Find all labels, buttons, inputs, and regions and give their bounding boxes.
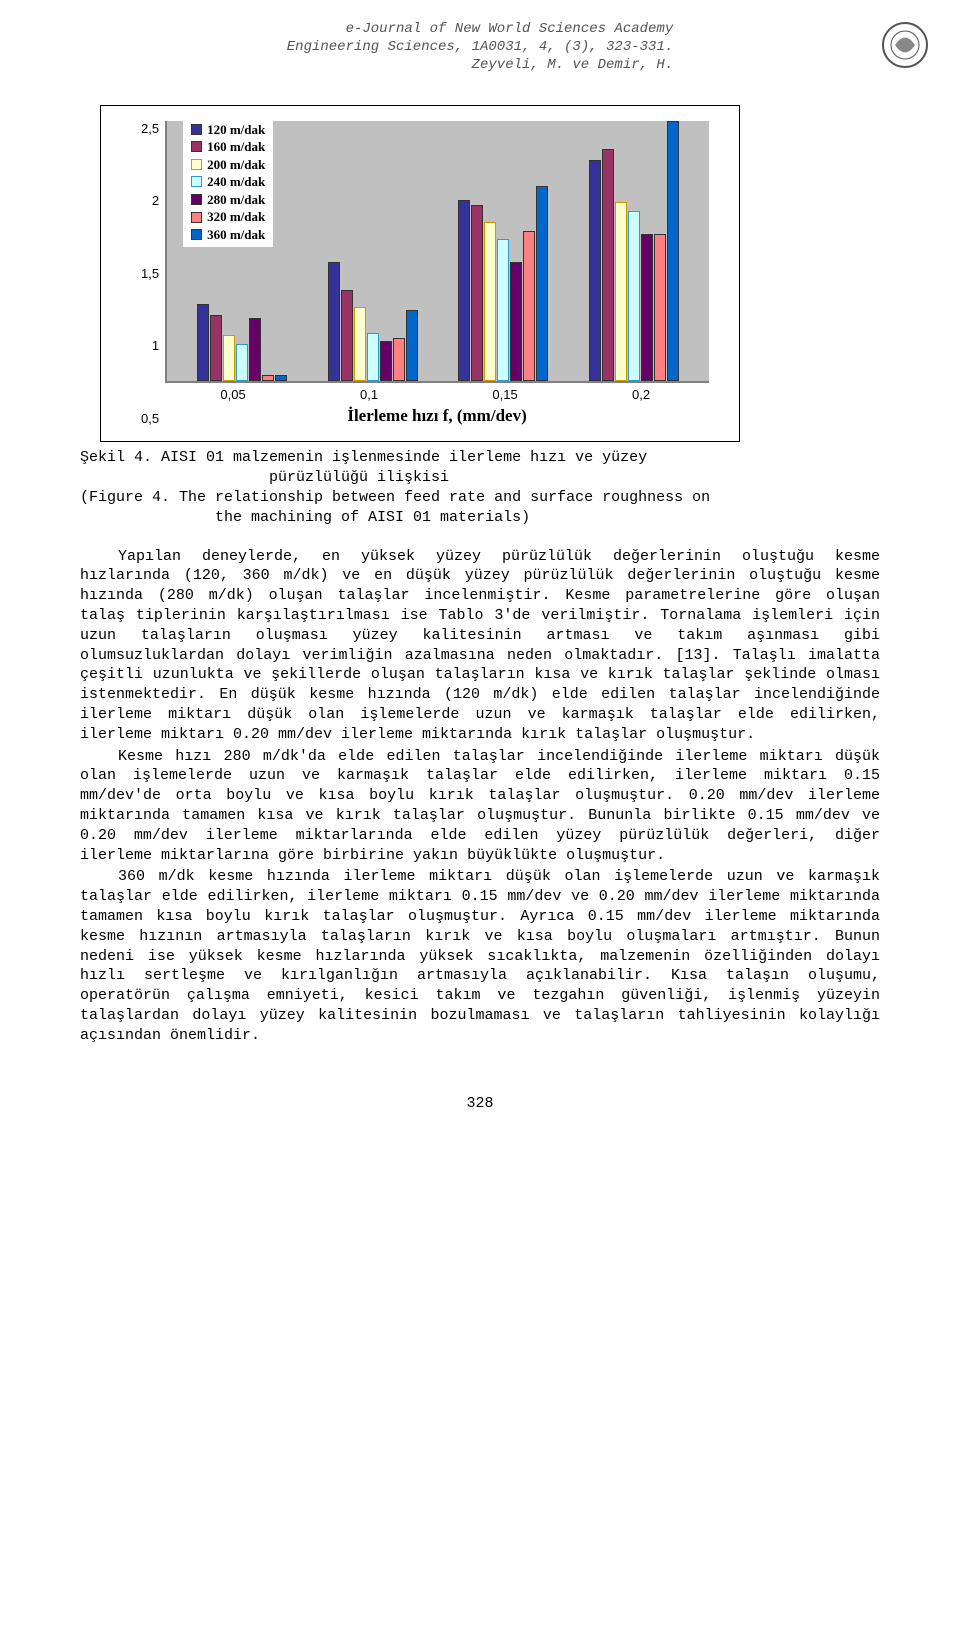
caption-line: the machining of AISI 01 materials) [80,509,530,526]
legend-item: 160 m/dak [191,138,265,156]
bar [471,205,483,380]
y-tick: 0,5 [141,411,159,426]
page-header: e-Journal of New World Sciences Academy … [80,20,880,75]
x-tick: 0,1 [301,387,437,402]
y-tick: 1 [152,338,159,353]
bar [275,375,287,381]
x-tick: 0,15 [437,387,573,402]
figure-caption: Şekil 4. AISI 01 malzemenin işlenmesinde… [80,448,880,529]
y-tick: 2,5 [141,121,159,136]
paragraph: Kesme hızı 280 m/dk'da elde edilen talaş… [80,747,880,866]
bar [510,262,522,381]
bar [602,149,614,381]
legend-label: 360 m/dak [207,226,265,244]
legend-swatch [191,212,202,223]
x-tick: 0,2 [573,387,709,402]
y-tick: 2 [152,193,159,208]
legend-swatch [191,141,202,152]
legend-label: 320 m/dak [207,208,265,226]
legend-label: 160 m/dak [207,138,265,156]
paragraph: 360 m/dk kesme hızında ilerleme miktarı … [80,867,880,1045]
bar [328,262,340,381]
bar [197,304,209,381]
bar [667,121,679,381]
legend-item: 280 m/dak [191,191,265,209]
caption-line: (Figure 4. The relationship between feed… [80,489,710,506]
bar-group [569,121,699,381]
bar [236,344,248,380]
bar [589,160,601,380]
x-tick: 0,05 [165,387,301,402]
x-ticks: 0,050,10,150,2 [165,387,709,402]
bar [262,375,274,381]
page: e-Journal of New World Sciences Academy … [0,0,960,1152]
x-axis-label: İlerleme hızı f, (mm/dev) [165,406,709,426]
y-tick: 1,5 [141,266,159,281]
header-line-3: Zeyveli, M. ve Demir, H. [287,56,673,74]
bar [654,234,666,381]
header-line-1: e-Journal of New World Sciences Academy [287,20,673,38]
bar [536,186,548,380]
legend-label: 240 m/dak [207,173,265,191]
bar [393,338,405,381]
y-ticks: 2,5 2 1,5 1 0,5 [141,121,165,426]
bar [497,239,509,380]
bar [523,231,535,380]
legend-swatch [191,124,202,135]
paragraph: Yapılan deneylerde, en yüksek yüzey pürü… [80,547,880,745]
y-axis-label-container: Yüzey pürüzlülüğü Ra, (µm) [111,121,141,426]
bar [458,200,470,381]
legend-swatch [191,194,202,205]
legend-item: 120 m/dak [191,121,265,139]
bar-group [177,304,307,381]
legend-label: 120 m/dak [207,121,265,139]
bar [615,202,627,381]
legend-swatch [191,159,202,170]
chart-legend: 120 m/dak160 m/dak200 m/dak240 m/dak280 … [183,117,273,248]
legend-label: 280 m/dak [207,191,265,209]
legend-swatch [191,176,202,187]
legend-item: 200 m/dak [191,156,265,174]
bar [249,318,261,380]
bar [380,341,392,381]
legend-label: 200 m/dak [207,156,265,174]
chart-frame: Yüzey pürüzlülüğü Ra, (µm) 2,5 2 1,5 1 0,5 1… [100,105,740,442]
bar [641,234,653,381]
bar [367,333,379,380]
legend-item: 240 m/dak [191,173,265,191]
legend-item: 320 m/dak [191,208,265,226]
header-line-2: Engineering Sciences, 1A0031, 4, (3), 32… [287,38,673,56]
header-text: e-Journal of New World Sciences Academy … [287,20,673,75]
bar [484,222,496,380]
bar [210,315,222,381]
caption-line: Şekil 4. AISI 01 malzemenin işlenmesinde… [80,449,647,466]
legend-item: 360 m/dak [191,226,265,244]
bar [223,335,235,380]
logo-icon [880,20,930,70]
bar-group [438,186,568,380]
bar-group [308,262,438,381]
body-text: Yapılan deneylerde, en yüksek yüzey pürü… [80,547,880,1046]
caption-line: pürüzlülüğü ilişkisi [80,469,449,486]
bar [354,307,366,380]
bar [406,310,418,380]
page-number: 328 [80,1095,880,1112]
bar [628,211,640,381]
bar [341,290,353,380]
legend-swatch [191,229,202,240]
